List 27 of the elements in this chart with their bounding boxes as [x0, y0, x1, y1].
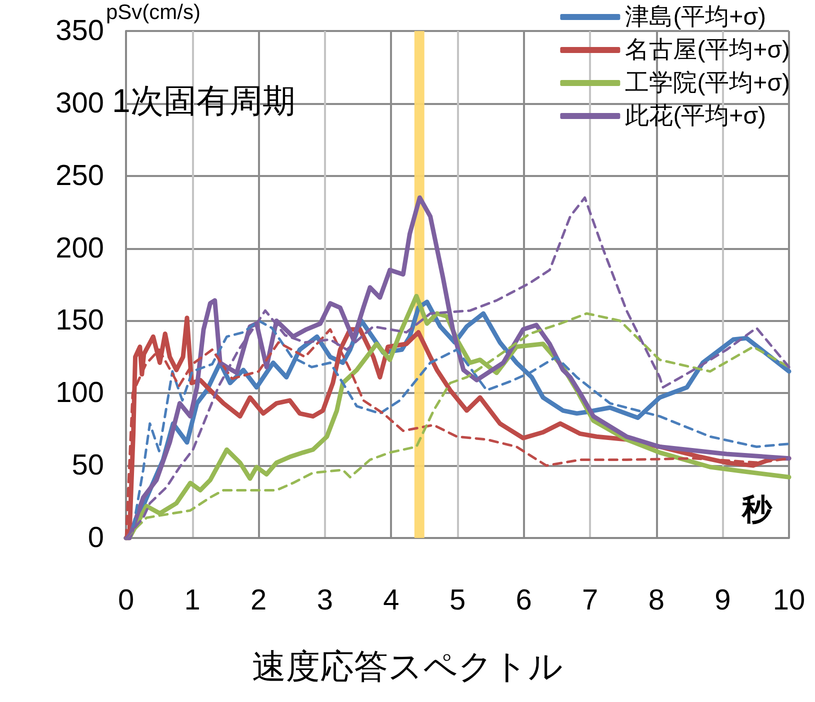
x-tick-label: 2: [250, 584, 267, 616]
x-tick-label: 6: [516, 584, 532, 616]
x-tick-label: 10: [772, 584, 806, 616]
y-tick-label: 150: [56, 304, 104, 337]
x-tick-label: 4: [383, 584, 400, 616]
x-tick-label: 8: [648, 584, 664, 616]
y-tick-label: 300: [56, 87, 104, 120]
y-tick-label: 100: [56, 377, 104, 410]
legend-label: 津島(平均+σ): [625, 4, 766, 30]
x-tick-label: 3: [316, 584, 333, 616]
legend-label: 名古屋(平均+σ): [625, 36, 790, 64]
y-tick-label: 50: [72, 450, 104, 482]
y-tick-label: 200: [56, 232, 104, 264]
legend-label: 工学院(平均+σ): [625, 70, 790, 96]
x-tick-label: 1: [184, 584, 200, 616]
x-tick-label: 9: [714, 584, 731, 616]
annotation: 秒: [741, 494, 773, 526]
x-tick-label: 5: [449, 584, 466, 616]
annotation: 1次固有周期: [112, 82, 296, 119]
y-tick-label: 350: [56, 15, 104, 47]
y-tick-label: 250: [56, 160, 104, 192]
legend-label: 此花(平均+σ): [625, 102, 766, 130]
x-tick-label: 7: [582, 584, 598, 616]
y-tick-label: 0: [88, 522, 104, 554]
x-axis-title: 速度応答スペクトル: [252, 648, 563, 686]
y-axis-title: pSv(cm/s): [106, 1, 200, 24]
x-tick-label: 0: [118, 584, 134, 616]
